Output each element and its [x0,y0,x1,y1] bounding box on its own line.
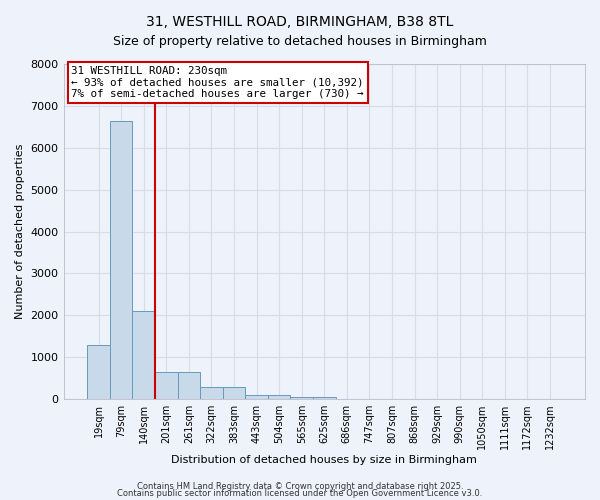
Bar [110,120,133,399]
Text: Contains HM Land Registry data © Crown copyright and database right 2025.: Contains HM Land Registry data © Crown c… [137,482,463,491]
Bar [223,388,245,399]
Bar [268,396,290,399]
Text: 31, WESTHILL ROAD, BIRMINGHAM, B38 8TL: 31, WESTHILL ROAD, BIRMINGHAM, B38 8TL [146,15,454,29]
X-axis label: Distribution of detached houses by size in Birmingham: Distribution of detached houses by size … [172,455,477,465]
Bar [87,344,110,399]
Bar [290,397,313,399]
Bar [155,372,178,399]
Bar [200,387,223,399]
Text: Size of property relative to detached houses in Birmingham: Size of property relative to detached ho… [113,35,487,48]
Bar [178,372,200,399]
Bar [245,395,268,399]
Text: 31 WESTHILL ROAD: 230sqm
← 93% of detached houses are smaller (10,392)
7% of sem: 31 WESTHILL ROAD: 230sqm ← 93% of detach… [71,66,364,99]
Bar [313,397,335,399]
Y-axis label: Number of detached properties: Number of detached properties [15,144,25,319]
Bar [133,311,155,399]
Text: Contains public sector information licensed under the Open Government Licence v3: Contains public sector information licen… [118,490,482,498]
